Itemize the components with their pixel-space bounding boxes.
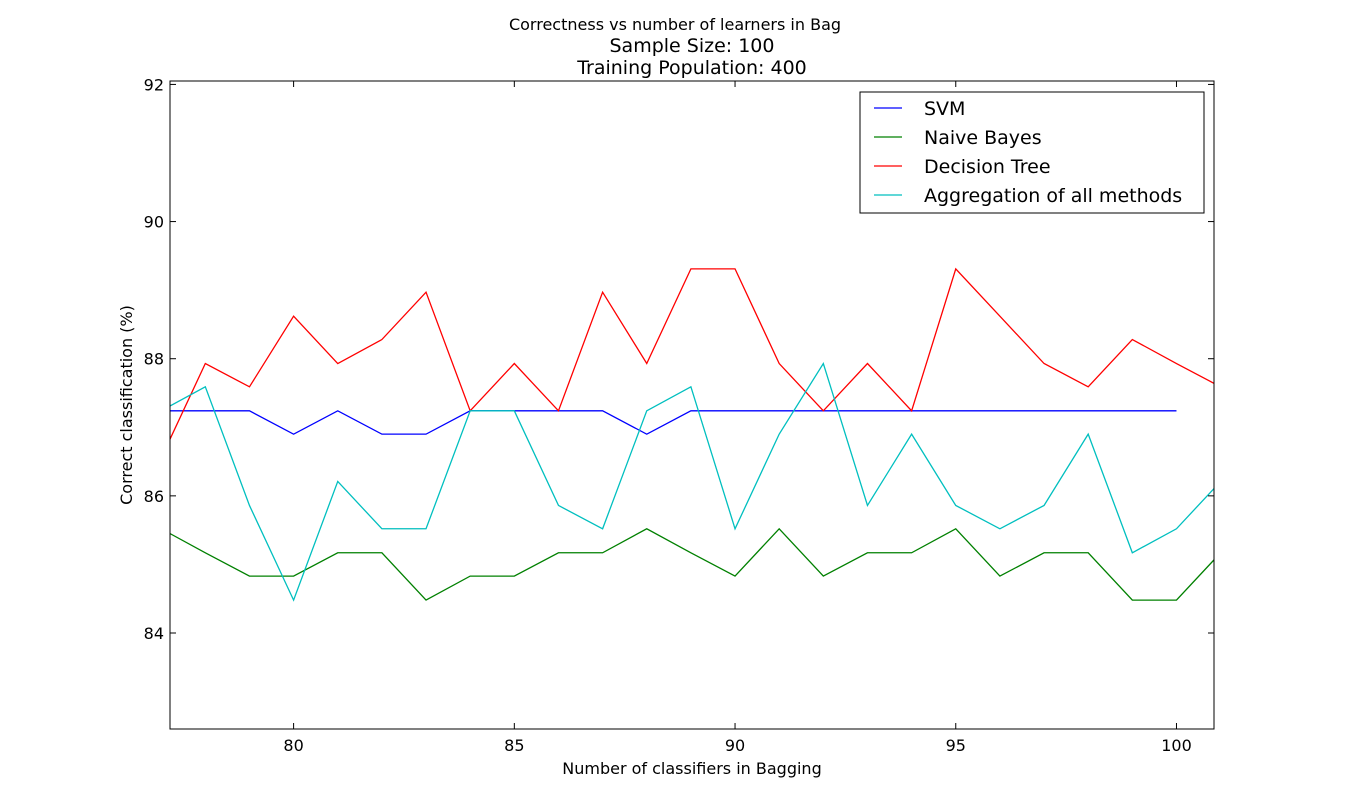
y-axis: 84 86 88 90 92 xyxy=(144,75,1214,643)
series-line-svm xyxy=(170,410,1177,435)
series-lines xyxy=(170,267,1214,602)
legend: SVM Naive Bayes Decision Tree Aggregation o… xyxy=(859,91,1205,214)
x-axis: 80 85 90 95 100 xyxy=(283,81,1192,755)
y-tick-label: 86 xyxy=(144,487,164,506)
plot-frame xyxy=(169,80,1215,730)
x-axis-label: Number of classifiers in Bagging xyxy=(562,759,821,778)
legend-label: SVM xyxy=(924,98,965,120)
x-tick-label: 85 xyxy=(504,736,524,755)
y-tick-label: 88 xyxy=(144,350,164,369)
chart-subtitle-1: Sample Size: 100 xyxy=(610,35,775,57)
series-line-decision-tree xyxy=(170,267,1214,441)
y-tick-label: 84 xyxy=(144,624,164,643)
x-tick-label: 100 xyxy=(1161,736,1192,755)
x-tick-label: 95 xyxy=(946,736,966,755)
legend-label: Naive Bayes xyxy=(924,127,1042,149)
series-line-naive-bayes xyxy=(170,527,1214,601)
series-line-aggregation-of-all-methods xyxy=(170,361,1214,602)
x-tick-label: 80 xyxy=(283,736,303,755)
legend-box xyxy=(859,91,1205,214)
y-tick-label: 92 xyxy=(144,75,164,94)
chart-subtitle-2: Training Population: 400 xyxy=(576,57,807,79)
chart-title: Correctness vs number of learners in Bag xyxy=(509,15,841,34)
x-tick-label: 90 xyxy=(725,736,745,755)
y-axis-label: Correct classification (%) xyxy=(117,305,136,505)
y-tick-label: 90 xyxy=(144,213,164,232)
legend-label: Decision Tree xyxy=(924,156,1051,178)
legend-label: Aggregation of all methods xyxy=(924,185,1182,207)
